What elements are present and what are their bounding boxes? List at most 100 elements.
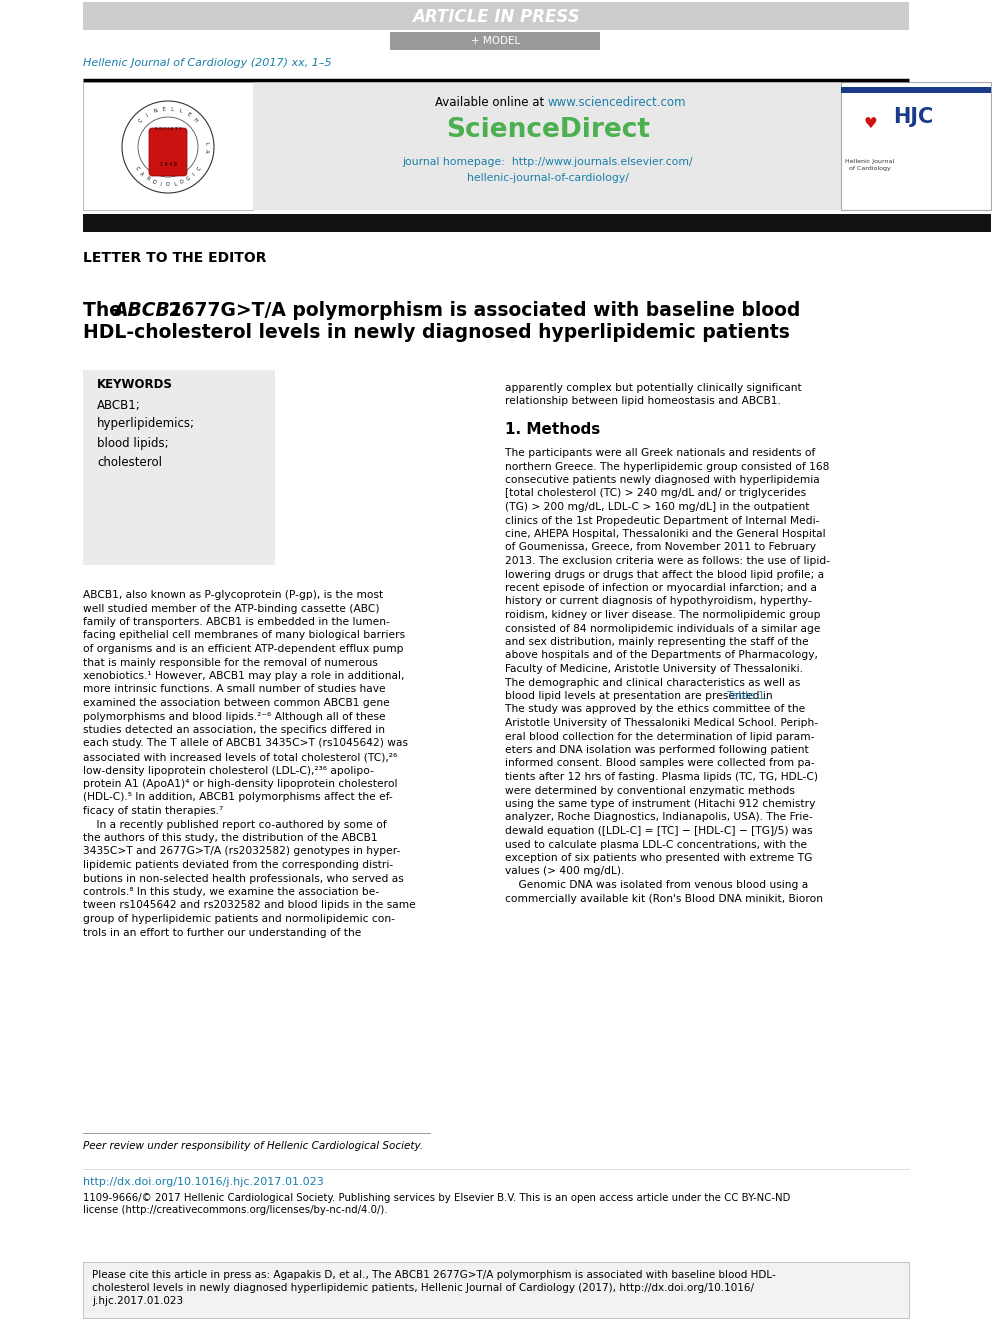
- Bar: [83, 82, 253, 210]
- Text: The: The: [83, 300, 129, 319]
- Text: tween rs1045642 and rs2032582 and blood lipids in the same: tween rs1045642 and rs2032582 and blood …: [83, 901, 416, 910]
- Text: O: O: [180, 179, 185, 185]
- Text: ♥: ♥: [863, 115, 877, 131]
- Text: hyperlipidemics;: hyperlipidemics;: [97, 418, 195, 430]
- Text: (TG) > 200 mg/dL, LDL-C > 160 mg/dL] in the outpatient: (TG) > 200 mg/dL, LDL-C > 160 mg/dL] in …: [505, 501, 809, 512]
- Text: relationship between lipid homeostasis and ABCB1.: relationship between lipid homeostasis a…: [505, 397, 781, 406]
- Text: 2677G>T/A polymorphism is associated with baseline blood: 2677G>T/A polymorphism is associated wit…: [162, 300, 801, 319]
- Text: apparently complex but potentially clinically significant: apparently complex but potentially clini…: [505, 382, 802, 393]
- Text: cholesterol levels in newly diagnosed hyperlipidemic patients, Hellenic Journal : cholesterol levels in newly diagnosed hy…: [92, 1283, 754, 1293]
- Text: C: C: [196, 165, 202, 172]
- Text: more intrinsic functions. A small number of studies have: more intrinsic functions. A small number…: [83, 684, 386, 695]
- Text: ScienceDirect: ScienceDirect: [446, 116, 650, 143]
- Bar: [841, 87, 991, 93]
- Text: lipidemic patients deviated from the corresponding distri-: lipidemic patients deviated from the cor…: [83, 860, 393, 871]
- Text: using the same type of instrument (Hitachi 912 chemistry: using the same type of instrument (Hitac…: [505, 799, 815, 808]
- Text: HDL-cholesterol levels in newly diagnosed hyperlipidemic patients: HDL-cholesterol levels in newly diagnose…: [83, 324, 790, 343]
- Text: well studied member of the ATP-binding cassette (ABC): well studied member of the ATP-binding c…: [83, 603, 380, 614]
- Text: were determined by conventional enzymatic methods: were determined by conventional enzymati…: [505, 786, 795, 795]
- Text: roidism, kidney or liver disease. The normolipidemic group: roidism, kidney or liver disease. The no…: [505, 610, 820, 620]
- Text: hellenic-journal-of-cardiology/: hellenic-journal-of-cardiology/: [467, 173, 629, 183]
- Text: northern Greece. The hyperlipidemic group consisted of 168: northern Greece. The hyperlipidemic grou…: [505, 462, 829, 471]
- Text: Peer review under responsibility of Hellenic Cardiological Society.: Peer review under responsibility of Hell…: [83, 1140, 424, 1151]
- Text: xenobiotics.¹ However, ABCB1 may play a role in additional,: xenobiotics.¹ However, ABCB1 may play a …: [83, 671, 405, 681]
- Text: consisted of 84 normolipidemic individuals of a similar age: consisted of 84 normolipidemic individua…: [505, 623, 820, 634]
- Text: informed consent. Blood samples were collected from pa-: informed consent. Blood samples were col…: [505, 758, 814, 769]
- Text: E: E: [186, 112, 191, 118]
- Text: each study. The T allele of ABCB1 3435C>T (rs1045642) was: each study. The T allele of ABCB1 3435C>…: [83, 738, 408, 749]
- Text: low-density lipoprotein cholesterol (LDL-C),²³⁶ apolipo-: low-density lipoprotein cholesterol (LDL…: [83, 766, 374, 775]
- Text: 1109-9666/© 2017 Hellenic Cardiological Society. Publishing services by Elsevier: 1109-9666/© 2017 Hellenic Cardiological …: [83, 1193, 791, 1203]
- Text: H: H: [192, 118, 198, 123]
- Bar: [83, 214, 991, 232]
- Text: L: L: [179, 108, 183, 114]
- Bar: [83, 3, 909, 30]
- Text: tients after 12 hrs of fasting. Plasma lipids (TC, TG, HDL-C): tients after 12 hrs of fasting. Plasma l…: [505, 773, 818, 782]
- Text: LETTER TO THE EDITOR: LETTER TO THE EDITOR: [83, 251, 267, 265]
- Text: 2013. The exclusion criteria were as follows: the use of lipid-: 2013. The exclusion criteria were as fol…: [505, 556, 830, 566]
- Text: A: A: [203, 149, 208, 153]
- Text: (HDL-C).⁵ In addition, ABCB1 polymorphisms affect the ef-: (HDL-C).⁵ In addition, ABCB1 polymorphis…: [83, 792, 393, 803]
- Text: ficacy of statin therapies.⁷: ficacy of statin therapies.⁷: [83, 806, 223, 816]
- Text: 1 9 4 8: 1 9 4 8: [160, 163, 177, 168]
- Text: The participants were all Greek nationals and residents of: The participants were all Greek national…: [505, 448, 815, 458]
- Text: L: L: [203, 142, 208, 144]
- Text: polymorphisms and blood lipids.²⁻⁶ Although all of these: polymorphisms and blood lipids.²⁻⁶ Altho…: [83, 712, 386, 721]
- Text: above hospitals and of the Departments of Pharmacology,: above hospitals and of the Departments o…: [505, 651, 817, 660]
- Text: eters and DNA isolation was performed following patient: eters and DNA isolation was performed fo…: [505, 745, 808, 755]
- Text: license (http://creativecommons.org/licenses/by-nc-nd/4.0/).: license (http://creativecommons.org/lice…: [83, 1205, 388, 1215]
- Text: ARTICLE IN PRESS: ARTICLE IN PRESS: [412, 8, 580, 26]
- Text: history or current diagnosis of hypothyroidism, hyperthy-: history or current diagnosis of hypothyr…: [505, 597, 811, 606]
- Text: and sex distribution, mainly representing the staff of the: and sex distribution, mainly representin…: [505, 636, 808, 647]
- Bar: [253, 82, 841, 210]
- Text: cine, AHEPA Hospital, Thessaloniki and the General Hospital: cine, AHEPA Hospital, Thessaloniki and t…: [505, 529, 825, 538]
- Text: ABCB1: ABCB1: [113, 300, 183, 319]
- Text: I: I: [192, 172, 196, 177]
- Text: trols in an effort to further our understanding of the: trols in an effort to further our unders…: [83, 927, 361, 938]
- Text: lowering drugs or drugs that affect the blood lipid profile; a: lowering drugs or drugs that affect the …: [505, 569, 824, 579]
- Text: Table 1.: Table 1.: [727, 691, 768, 701]
- Text: group of hyperlipidemic patients and normolipidemic con-: group of hyperlipidemic patients and nor…: [83, 914, 395, 923]
- Bar: [83, 1262, 909, 1318]
- Text: A: A: [139, 172, 145, 177]
- Text: clinics of the 1st Propedeutic Department of Internal Medi-: clinics of the 1st Propedeutic Departmen…: [505, 516, 819, 525]
- Text: family of transporters. ABCB1 is embedded in the lumen-: family of transporters. ABCB1 is embedde…: [83, 617, 390, 627]
- Text: Aristotle University of Thessaloniki Medical School. Periph-: Aristotle University of Thessaloniki Med…: [505, 718, 818, 728]
- Text: dewald equation ([LDL-C] = [TC] − [HDL-C] − [TG]/5) was: dewald equation ([LDL-C] = [TC] − [HDL-C…: [505, 826, 812, 836]
- Text: C: C: [134, 165, 140, 172]
- Text: ABCB1, also known as P-glycoprotein (P-gp), is the most: ABCB1, also known as P-glycoprotein (P-g…: [83, 590, 383, 601]
- Text: ABCB1;: ABCB1;: [97, 398, 141, 411]
- Text: Genomic DNA was isolated from venous blood using a: Genomic DNA was isolated from venous blo…: [505, 880, 808, 890]
- Text: L: L: [171, 107, 174, 112]
- Text: associated with increased levels of total cholesterol (TC),²⁶: associated with increased levels of tota…: [83, 751, 397, 762]
- Text: Please cite this article in press as: Agapakis D, et al., The ABCB1 2677G>T/A po: Please cite this article in press as: Ag…: [92, 1270, 776, 1279]
- Text: of Goumenissa, Greece, from November 2011 to February: of Goumenissa, Greece, from November 201…: [505, 542, 816, 553]
- Text: O: O: [166, 183, 170, 188]
- Text: E: E: [162, 107, 166, 112]
- Text: j.hjc.2017.01.023: j.hjc.2017.01.023: [92, 1297, 184, 1306]
- Text: Available online at: Available online at: [435, 97, 548, 110]
- Text: I: I: [146, 112, 150, 118]
- Text: S O C I E T Y: S O C I E T Y: [155, 127, 182, 131]
- Text: analyzer, Roche Diagnostics, Indianapolis, USA). The Frie-: analyzer, Roche Diagnostics, Indianapoli…: [505, 812, 812, 823]
- Text: eral blood collection for the determination of lipid param-: eral blood collection for the determinat…: [505, 732, 814, 741]
- Text: protein A1 (ApoA1)⁴ or high-density lipoprotein cholesterol: protein A1 (ApoA1)⁴ or high-density lipo…: [83, 779, 398, 789]
- Text: In a recently published report co-authored by some of: In a recently published report co-author…: [83, 819, 387, 830]
- Text: examined the association between common ABCB1 gene: examined the association between common …: [83, 699, 390, 708]
- Text: www.sciencedirect.com: www.sciencedirect.com: [548, 97, 686, 110]
- Text: journal homepage:  http://www.journals.elsevier.com/: journal homepage: http://www.journals.el…: [403, 157, 693, 167]
- Text: L: L: [174, 181, 178, 187]
- Text: 3435C>T and 2677G>T/A (rs2032582) genotypes in hyper-: 3435C>T and 2677G>T/A (rs2032582) genoty…: [83, 847, 401, 856]
- Text: cholesterol: cholesterol: [97, 455, 162, 468]
- Text: Hellenic Journal of Cardiology (2017) xx, 1–5: Hellenic Journal of Cardiology (2017) xx…: [83, 58, 331, 67]
- Text: studies detected an association, the specifics differed in: studies detected an association, the spe…: [83, 725, 385, 736]
- Text: 1. Methods: 1. Methods: [505, 422, 600, 437]
- Bar: [83, 370, 275, 565]
- Text: used to calculate plasma LDL-C concentrations, with the: used to calculate plasma LDL-C concentra…: [505, 840, 807, 849]
- Text: G: G: [186, 176, 191, 183]
- Text: controls.⁸ In this study, we examine the association be-: controls.⁸ In this study, we examine the…: [83, 886, 379, 897]
- Text: N: N: [153, 108, 158, 114]
- Bar: [841, 82, 991, 210]
- FancyBboxPatch shape: [149, 128, 187, 176]
- Text: facing epithelial cell membranes of many biological barriers: facing epithelial cell membranes of many…: [83, 631, 405, 640]
